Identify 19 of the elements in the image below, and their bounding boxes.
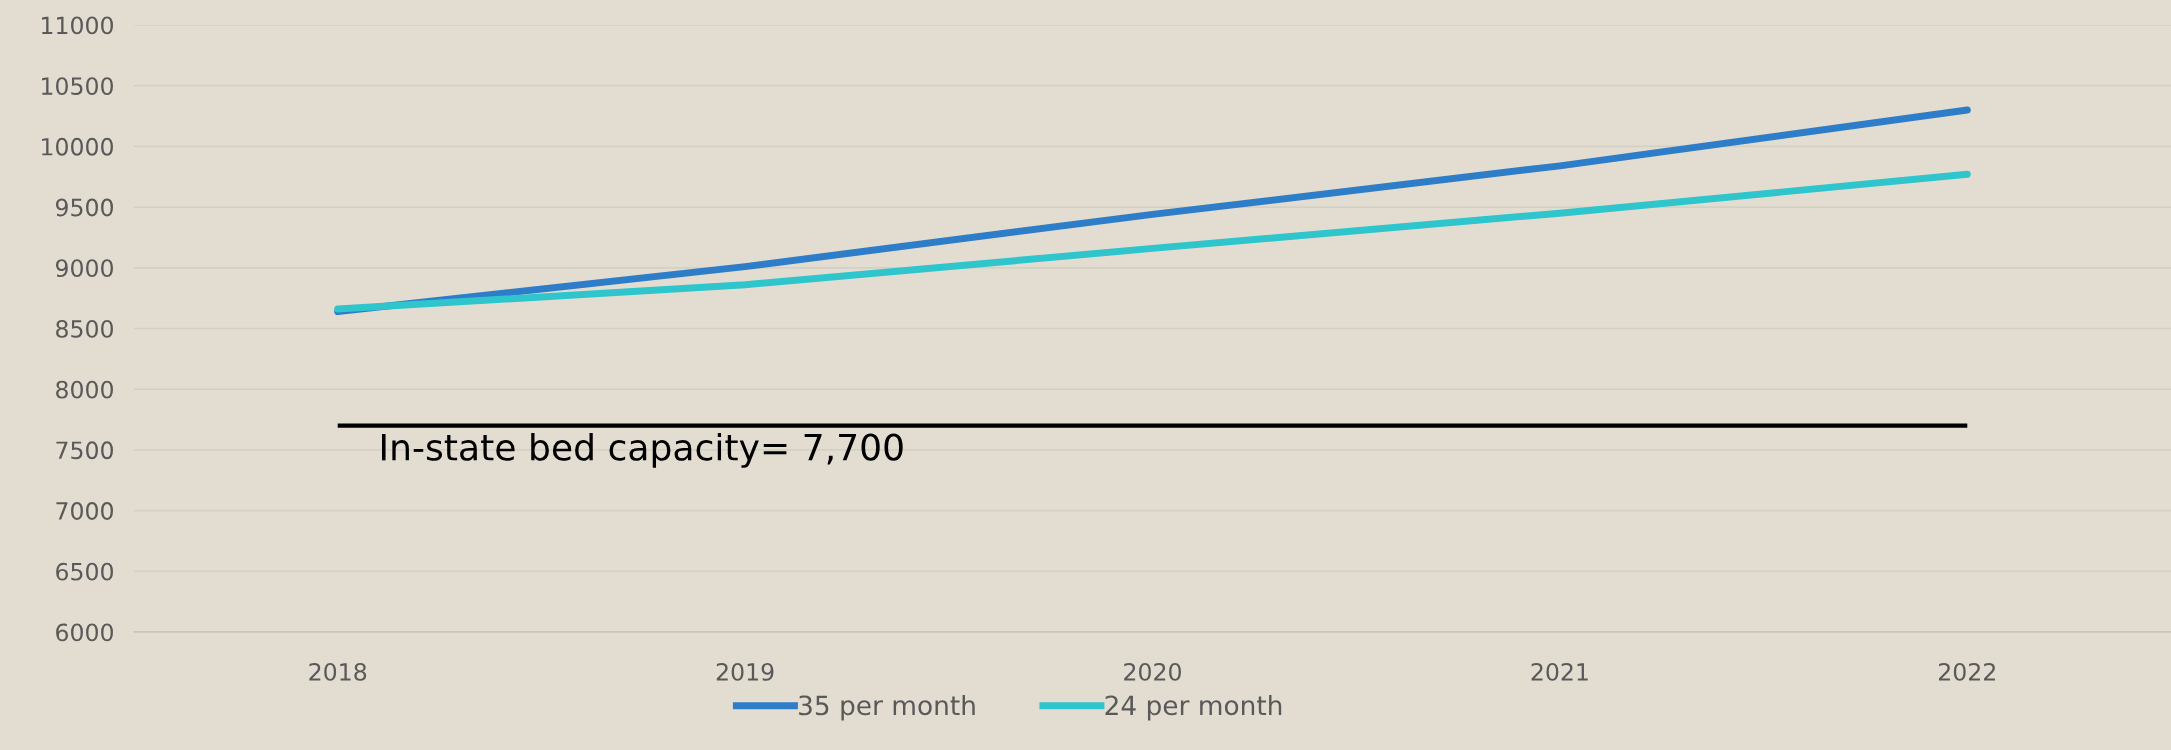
y-tick-label: 11000 xyxy=(42,16,113,35)
y-tick-label: 10000 xyxy=(42,137,113,156)
y-tick-label: 7000 xyxy=(56,502,113,520)
legend-label: 24 per month xyxy=(1105,694,1282,721)
ref-line-label: In-state bed capacity= 7,700 xyxy=(381,432,903,468)
y-tick-label: 8000 xyxy=(56,380,113,399)
y-tick-label: 6500 xyxy=(56,562,113,581)
x-tick-label: 2019 xyxy=(716,662,774,681)
x-tick-label: 2020 xyxy=(1124,662,1181,681)
legend-label: 35 per month xyxy=(799,694,975,721)
y-tick-label: 8500 xyxy=(56,319,113,338)
y-tick-label: 7500 xyxy=(56,441,113,460)
y-tick-label: 9000 xyxy=(55,259,113,278)
y-tick-label: 9500 xyxy=(55,198,113,217)
x-tick-label: 2021 xyxy=(1531,662,1588,681)
x-tick-label: 2022 xyxy=(1938,662,1995,681)
x-tick-label: 2018 xyxy=(309,662,367,681)
y-tick-label: 6000 xyxy=(56,623,113,642)
y-tick-label: 10500 xyxy=(42,77,113,96)
